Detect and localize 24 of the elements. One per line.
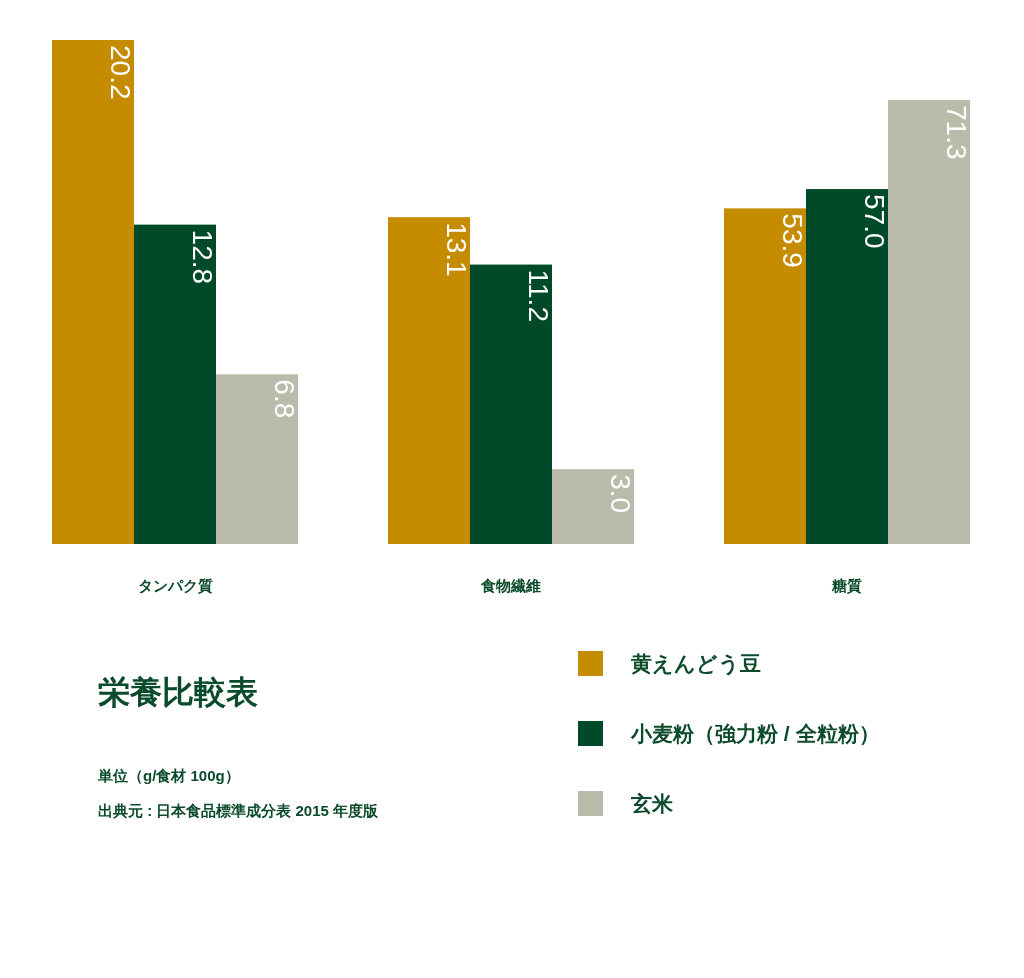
- legend-label: 小麦粉（強力粉 / 全粒粉）: [630, 722, 880, 745]
- legend-label: 黄えんどう豆: [630, 652, 761, 676]
- bar: [552, 469, 634, 544]
- data-label: 6.8: [268, 379, 300, 419]
- bar: [388, 217, 470, 544]
- data-label: 20.2: [104, 45, 136, 100]
- data-label: 13.1: [440, 222, 472, 277]
- x-tick-label: タンパク質: [137, 577, 213, 595]
- data-label: 11.2: [522, 269, 554, 322]
- bar: [134, 224, 216, 544]
- x-tick-label: 食物繊維: [480, 577, 541, 594]
- x-tick-label: 糖質: [831, 577, 862, 595]
- text: 単位（g/食材 100g）: [97, 767, 240, 784]
- data-label: 57.0: [858, 194, 890, 249]
- bar: [216, 374, 298, 544]
- data-label: 53.9: [776, 213, 808, 268]
- bar: [52, 40, 134, 544]
- data-label: 12.8: [186, 229, 218, 285]
- data-label: 3.0: [604, 474, 636, 514]
- bar: [470, 264, 552, 544]
- data-label: 71.3: [940, 105, 972, 160]
- text: 出典元 : 日本食品標準成分表 2015 年度版: [98, 802, 380, 819]
- text: 栄養比較表: [98, 674, 258, 710]
- legend-label: 玄米: [630, 792, 674, 815]
